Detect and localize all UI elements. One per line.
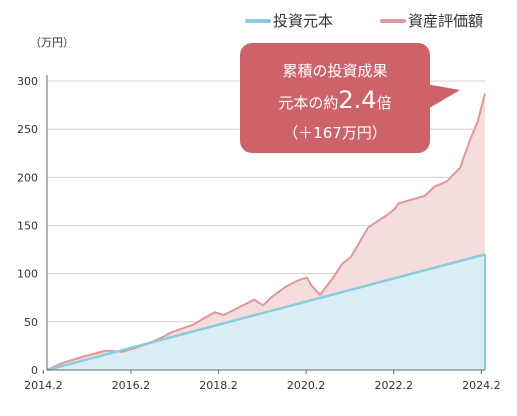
y-tick-label: 250 (17, 123, 38, 136)
legend-label-principal: 投資元本 (273, 12, 333, 30)
callout-line1: 累積の投資成果 (282, 62, 387, 80)
x-tick-label: 2016.2 (112, 379, 151, 392)
callout-line2-suffix: 倍 (377, 94, 392, 112)
axes (46, 75, 485, 371)
x-tick-labels: 2014.2 2016.2 2018.2 2020.2 2022.2 2024.2 (24, 370, 501, 392)
callout: 累積の投資成果 元本の約2.4倍 （＋167万円） (240, 43, 460, 153)
y-tick-label: 0 (31, 364, 38, 377)
x-tick-label: 2018.2 (199, 379, 238, 392)
y-tick-label: 200 (17, 171, 38, 184)
y-tick-label: 150 (17, 220, 38, 233)
x-tick-label: 2020.2 (287, 379, 326, 392)
callout-line2: 元本の約2.4倍 (278, 86, 391, 114)
x-tick-label: 2014.2 (24, 379, 63, 392)
legend: 投資元本 資産評価額 (245, 12, 483, 30)
y-axis-unit: （万円） (30, 36, 74, 49)
legend-label-value: 資産評価額 (408, 12, 483, 30)
y-tick-label: 50 (24, 316, 38, 329)
callout-line2-prefix: 元本の約 (278, 94, 338, 112)
series-areas (46, 93, 486, 372)
callout-box (240, 43, 430, 153)
callout-pointer (426, 84, 460, 110)
y-tick-label: 300 (17, 75, 38, 88)
x-tick-label: 2024.2 (462, 379, 501, 392)
y-tick-label: 100 (17, 268, 38, 281)
y-tick-labels: 0 50 100 150 200 250 300 (17, 75, 38, 377)
callout-line2-value: 2.4 (338, 86, 376, 114)
principal-line (46, 253, 486, 372)
x-tick-label: 2022.2 (374, 379, 413, 392)
callout-line3: （＋167万円） (283, 124, 387, 142)
